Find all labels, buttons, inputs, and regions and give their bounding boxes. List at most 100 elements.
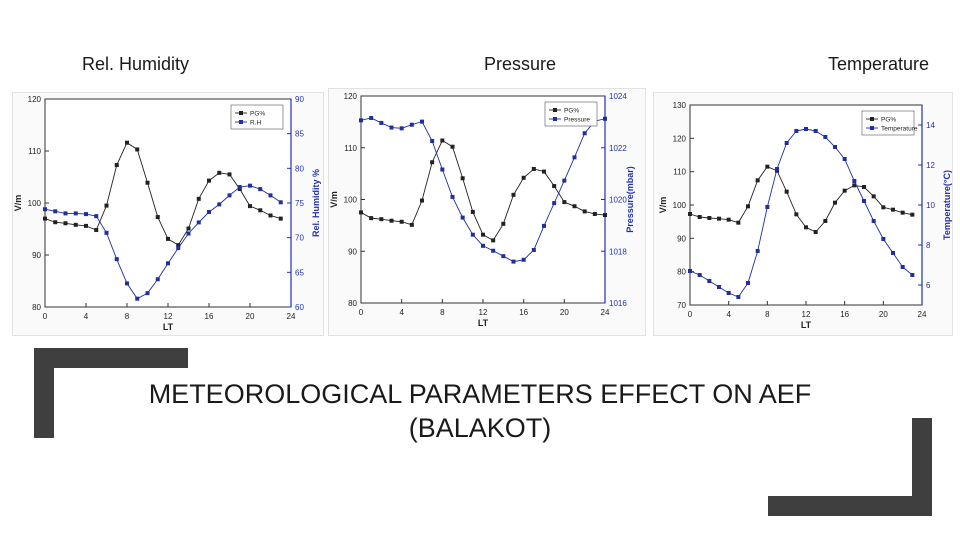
data-point: [552, 184, 557, 189]
data-point: [521, 257, 526, 262]
data-point: [440, 138, 445, 143]
data-point: [707, 279, 712, 283]
data-point: [43, 216, 47, 221]
data-point: [765, 164, 770, 169]
data-point: [552, 201, 557, 206]
data-point: [470, 232, 475, 237]
data-point: [166, 236, 170, 241]
data-point: [84, 223, 88, 228]
data-point: [207, 210, 211, 215]
x-tick-label: 12: [164, 312, 173, 321]
data-point: [910, 273, 915, 277]
data-point: [521, 175, 526, 180]
data-point: [227, 172, 232, 177]
y-tick-label: 70: [677, 301, 686, 310]
y2-tick-label: 85: [295, 130, 304, 139]
data-point: [881, 237, 886, 241]
y-axis-label: V/m: [658, 197, 668, 214]
data-point: [852, 183, 857, 188]
data-point: [726, 217, 731, 222]
slide-title-line2: (BALAKOT): [408, 413, 552, 443]
data-point: [53, 209, 58, 214]
data-point: [430, 139, 435, 144]
data-point: [736, 220, 741, 225]
data-point: [794, 212, 799, 217]
x-tick-label: 20: [246, 312, 255, 321]
data-point: [450, 144, 455, 149]
data-point: [460, 176, 465, 181]
data-point: [258, 208, 263, 213]
data-point: [379, 217, 384, 222]
x-tick-label: 24: [918, 310, 927, 319]
y2-tick-label: 1020: [609, 196, 627, 205]
x-tick-label: 4: [726, 310, 731, 319]
data-point: [359, 118, 363, 123]
data-point: [755, 249, 760, 253]
data-point: [813, 129, 818, 133]
data-point: [135, 296, 140, 301]
x-axis-label: LT: [163, 322, 174, 332]
y-tick-label: 90: [348, 247, 357, 256]
data-point: [501, 254, 506, 259]
x-tick-label: 0: [688, 310, 693, 319]
data-point: [833, 200, 837, 205]
data-point: [813, 230, 818, 234]
data-point: [166, 261, 170, 266]
legend-label: Pressure: [564, 117, 590, 124]
data-point: [891, 207, 895, 212]
data-point: [511, 259, 516, 264]
data-point: [746, 204, 750, 209]
legend-label: PG%: [881, 117, 896, 124]
data-point: [207, 178, 211, 183]
data-point: [726, 291, 731, 295]
heading-pressure: Pressure: [484, 54, 557, 74]
data-point: [842, 157, 847, 161]
data-point: [717, 216, 721, 221]
y2-tick-label: 10: [926, 201, 935, 210]
data-point: [155, 277, 160, 282]
y2-axis-label: Temperature(°C): [942, 170, 952, 240]
x-tick-label: 8: [440, 308, 445, 317]
data-point: [63, 221, 68, 226]
data-point: [852, 179, 857, 183]
data-point: [389, 125, 394, 130]
data-point: [440, 167, 445, 172]
data-point: [542, 169, 546, 174]
chart-temperature-svg: 0 4 8 12 16 20 24 70 80 90 100 110 120 130 6 8 10 12 14 LT V…: [658, 101, 952, 330]
data-point: [125, 140, 129, 145]
data-point: [186, 226, 191, 231]
data-point: [804, 127, 808, 131]
x-tick-label: 4: [84, 312, 89, 321]
legend-label: R.H: [250, 120, 262, 127]
y-tick-label: 90: [32, 251, 41, 260]
bracket-left-vertical: [34, 348, 54, 438]
y-tick-label: 120: [28, 95, 42, 104]
data-point: [94, 214, 99, 219]
data-point: [470, 209, 475, 214]
chart-temperature: 0 4 8 12 16 20 24 70 80 90 100 110 120 130 6 8 10 12 14 LT V…: [653, 92, 953, 336]
bracket-right-vertical: [912, 418, 932, 516]
legend-box: [230, 104, 284, 130]
y2-tick-label: 1016: [609, 299, 627, 308]
data-point: [688, 269, 692, 273]
data-point: [379, 120, 384, 125]
y2-tick-label: 6: [926, 281, 931, 290]
data-point: [746, 281, 750, 285]
bracket-left-horizontal: [34, 348, 188, 368]
y2-tick-label: 65: [295, 268, 304, 277]
data-point: [784, 189, 789, 194]
data-point: [186, 231, 191, 236]
data-point: [562, 200, 567, 205]
data-point: [572, 204, 577, 209]
x-tick-label: 16: [840, 310, 849, 319]
data-point: [369, 216, 374, 221]
y2-tick-label: 90: [295, 95, 304, 104]
data-point: [794, 129, 799, 133]
plot-area: [44, 98, 292, 308]
y-tick-label: 80: [32, 303, 41, 312]
data-point: [784, 141, 789, 145]
data-point: [910, 212, 915, 217]
data-point: [833, 145, 837, 149]
x-axis-label: LT: [801, 320, 812, 330]
data-point: [491, 238, 496, 243]
